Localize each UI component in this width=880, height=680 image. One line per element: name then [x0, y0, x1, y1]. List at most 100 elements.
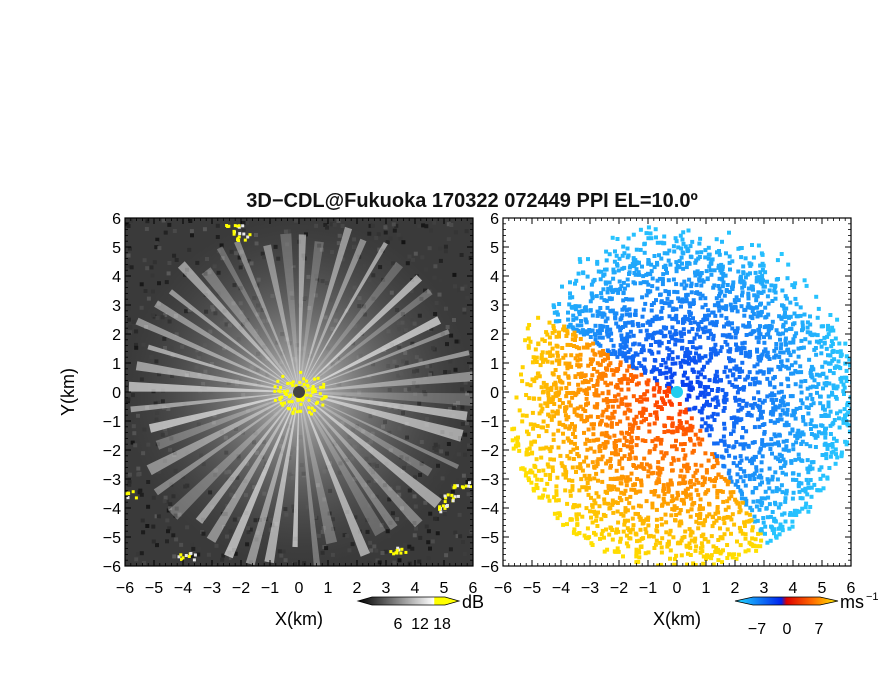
velocity-pixel: [596, 310, 601, 315]
velocity-pixel: [637, 361, 642, 366]
velocity-pixel: [659, 363, 664, 368]
velocity-pixel: [631, 505, 636, 510]
velocity-pixel: [666, 292, 671, 297]
velocity-pixel: [585, 415, 590, 420]
velocity-pixel: [734, 342, 738, 347]
velocity-pixel: [659, 300, 664, 305]
velocity-pixel: [554, 492, 559, 497]
velocity-pixel: [676, 320, 681, 325]
noise-pixel: [426, 540, 431, 545]
velocity-pixel: [777, 433, 782, 438]
noise-pixel: [150, 273, 155, 278]
velocity-pixel: [725, 527, 730, 532]
high-snr-pixel: [299, 397, 303, 401]
velocity-pixel: [715, 379, 719, 384]
velocity-pixel: [590, 348, 595, 353]
velocity-pixel: [648, 322, 653, 327]
velocity-pixel: [749, 403, 754, 408]
velocity-pixel: [616, 549, 621, 554]
velocity-pixel: [821, 473, 826, 478]
velocity-pixel: [624, 344, 629, 349]
velocity-pixel: [688, 545, 693, 550]
velocity-pixel: [565, 363, 570, 368]
velocity-pixel: [724, 392, 729, 396]
velocity-pixel: [608, 308, 613, 313]
high-snr-pixel: [306, 384, 310, 388]
velocity-pixel: [689, 380, 693, 385]
velocity-pixel: [629, 435, 634, 440]
velocity-pixel: [692, 482, 697, 487]
velocity-pixel: [632, 341, 637, 346]
velocity-pixel: [794, 302, 799, 307]
velocity-pixel: [636, 270, 641, 275]
x-tick-label: −6: [116, 580, 134, 597]
velocity-pixel: [647, 463, 652, 468]
velocity-pixel: [539, 353, 544, 358]
velocity-pixel: [569, 353, 574, 358]
velocity-pixel: [594, 464, 599, 469]
velocity-pixel: [792, 334, 797, 339]
velocity-pixel: [712, 268, 717, 273]
velocity-pixel: [777, 443, 781, 448]
velocity-pixel: [641, 307, 646, 312]
velocity-pixel: [685, 469, 690, 474]
velocity-pixel: [533, 347, 538, 352]
velocity-pixel: [816, 488, 821, 493]
noise-pixel: [446, 237, 451, 242]
velocity-pixel: [580, 514, 585, 519]
velocity-pixel: [540, 390, 545, 395]
velocity-pixel: [721, 280, 726, 285]
velocity-pixel: [561, 355, 566, 360]
velocity-pixel: [540, 495, 545, 500]
velocity-pixel: [600, 335, 605, 340]
velocity-pixel: [653, 437, 658, 442]
velocity-pixel: [601, 441, 606, 446]
velocity-pixel: [619, 333, 624, 338]
left-colorbar-tick: 18: [433, 616, 451, 633]
velocity-pixel: [644, 293, 649, 298]
velocity-pixel: [577, 465, 582, 470]
velocity-pixel: [841, 389, 846, 394]
noise-pixel: [227, 555, 232, 560]
velocity-pixel: [646, 515, 651, 520]
velocity-pixel: [776, 457, 781, 462]
velocity-pixel: [653, 330, 658, 335]
high-snr-pixel: [281, 403, 285, 407]
velocity-pixel: [550, 465, 555, 470]
velocity-pixel: [694, 258, 699, 263]
velocity-pixel: [683, 453, 688, 458]
velocity-pixel: [736, 552, 741, 557]
noise-pixel: [418, 535, 423, 540]
noise-pixel: [455, 505, 460, 509]
velocity-pixel: [598, 306, 603, 310]
velocity-pixel: [606, 486, 611, 491]
velocity-pixel: [574, 515, 579, 520]
noise-pixel: [457, 512, 462, 517]
velocity-pixel: [786, 377, 790, 382]
velocity-pixel: [837, 341, 842, 346]
velocity-pixel: [693, 462, 698, 467]
velocity-pixel: [736, 269, 741, 274]
velocity-pixel: [626, 253, 631, 258]
velocity-pixel: [760, 252, 765, 257]
velocity-pixel: [650, 284, 655, 289]
beam-ray: [299, 238, 367, 392]
velocity-pixel: [561, 327, 566, 332]
velocity-pixel: [787, 315, 791, 320]
velocity-pixel: [750, 542, 755, 547]
velocity-pixel: [575, 452, 580, 456]
velocity-pixel: [653, 489, 658, 493]
velocity-pixel: [763, 305, 768, 310]
velocity-pixel: [665, 501, 670, 506]
velocity-pixel: [830, 358, 835, 363]
velocity-pixel: [663, 512, 668, 517]
velocity-pixel: [745, 413, 750, 417]
velocity-pixel: [786, 423, 791, 427]
velocity-pixel: [612, 477, 617, 481]
velocity-pixel: [724, 448, 729, 453]
velocity-pixel: [587, 386, 591, 391]
velocity-pixel: [657, 276, 662, 281]
y-tick-label: 5: [490, 240, 499, 257]
velocity-pixel: [627, 536, 632, 541]
x-tick-label: −2: [232, 580, 250, 597]
